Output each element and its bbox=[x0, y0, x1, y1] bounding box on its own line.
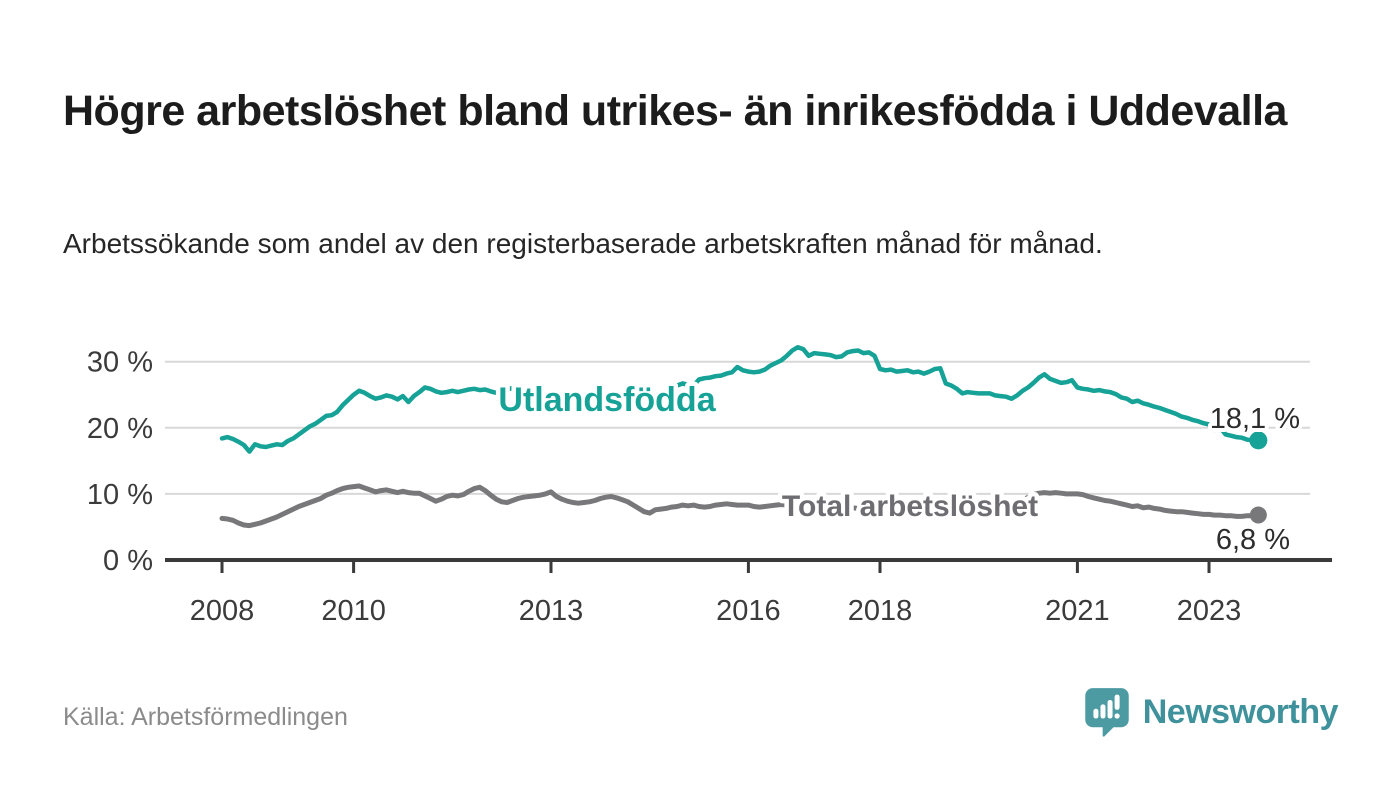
exclamation-bar bbox=[1114, 694, 1120, 710]
end-value-label-foreign-born: 18,1 % bbox=[1210, 403, 1300, 435]
x-tick-label-2016: 2016 bbox=[716, 595, 781, 627]
page-title: Högre arbetslöshet bland utrikes- än inr… bbox=[63, 86, 1287, 135]
x-tick-label-2013: 2013 bbox=[519, 595, 584, 627]
x-tick-label-2021: 2021 bbox=[1045, 595, 1110, 627]
speech-bubble-shape bbox=[1084, 688, 1129, 737]
chart-subtitle: Arbetssökande som andel av den registerb… bbox=[63, 228, 1103, 259]
x-tick-label-2023: 2023 bbox=[1177, 595, 1242, 627]
series-label-foreign-born: Utlandsfödda bbox=[498, 381, 716, 419]
exclamation-dot bbox=[1114, 713, 1120, 719]
x-tick-label-2008: 2008 bbox=[190, 595, 255, 627]
y-tick-label-10-percent: 10 % bbox=[87, 479, 153, 511]
x-tick-label-2010: 2010 bbox=[321, 595, 386, 627]
brand-name: Newsworthy bbox=[1142, 692, 1339, 731]
total-unemployment-line bbox=[219, 483, 1261, 529]
newsworthy-logo-icon bbox=[1084, 688, 1129, 737]
end-value-label-total: 6,8 % bbox=[1216, 524, 1290, 556]
bar-chart-glyph bbox=[1093, 694, 1120, 719]
newsworthy-logo: Newsworthy bbox=[1083, 686, 1339, 738]
foreign-born-line bbox=[219, 344, 1261, 454]
source-note: Källa: Arbetsförmedlingen bbox=[63, 703, 348, 731]
y-tick-label-30-percent: 30 % bbox=[87, 347, 153, 379]
foreign-born-line-end-dot bbox=[1249, 431, 1268, 450]
y-tick-label-20-percent: 20 % bbox=[87, 413, 153, 445]
y-tick-label-0-percent: 0 % bbox=[103, 545, 153, 577]
x-tick-label-2018: 2018 bbox=[848, 595, 913, 627]
series-label-total: Total arbetslöshet bbox=[782, 490, 1038, 523]
total-unemployment-line-end-dot bbox=[1249, 506, 1267, 524]
